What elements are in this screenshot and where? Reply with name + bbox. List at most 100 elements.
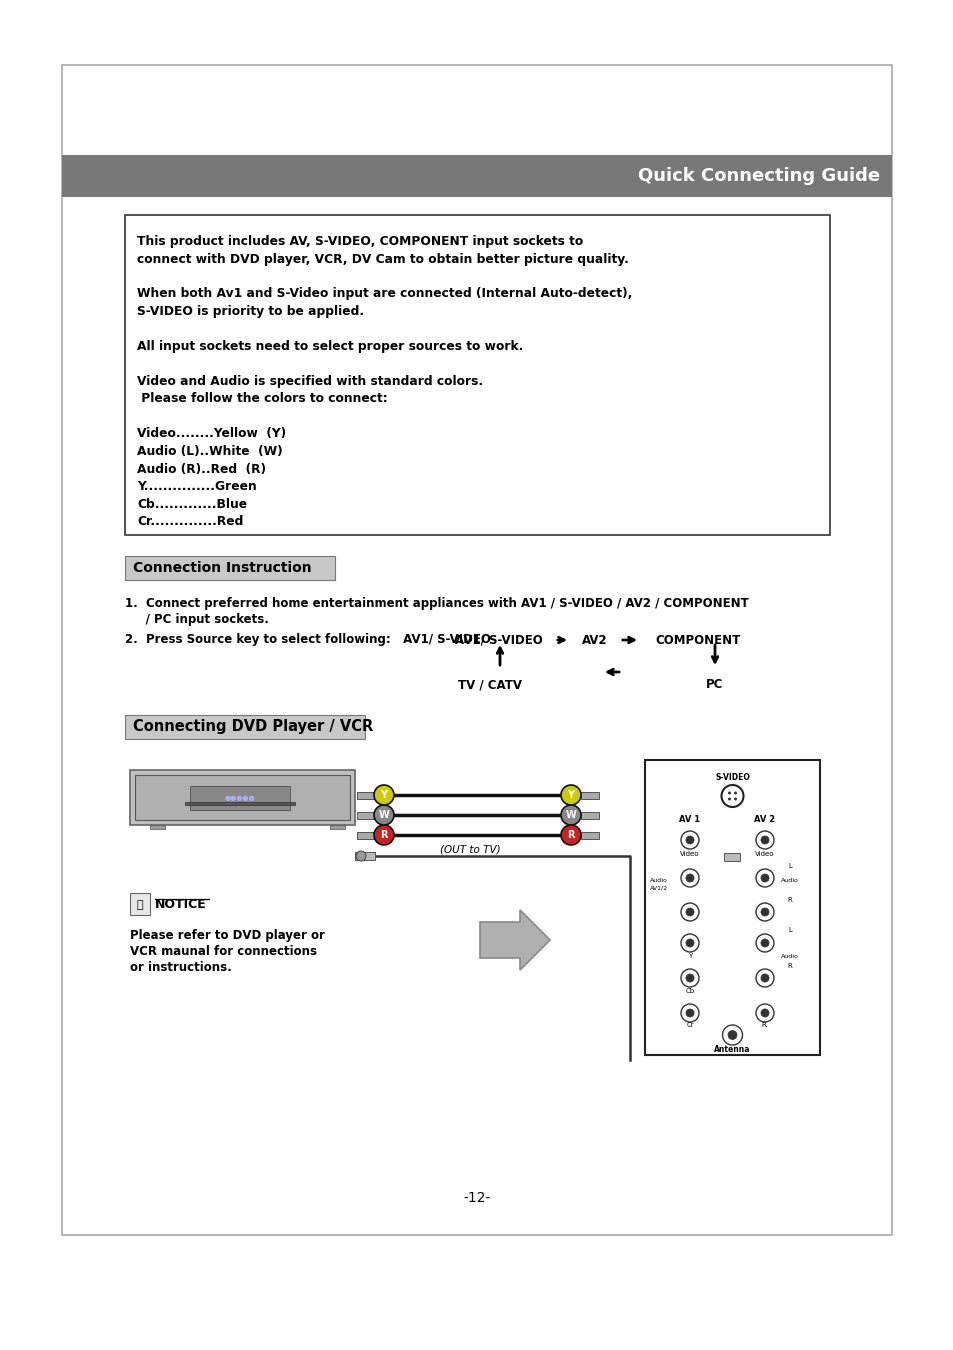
Text: 2.  Press Source key to select following:   AV1/ S-VIDEO: 2. Press Source key to select following:… bbox=[125, 633, 491, 647]
Bar bbox=[356, 791, 375, 798]
Text: Video and Audio is specified with standard colors.: Video and Audio is specified with standa… bbox=[137, 375, 482, 387]
Text: Audio: Audio bbox=[649, 878, 667, 883]
Text: Audio: Audio bbox=[781, 878, 798, 883]
Circle shape bbox=[685, 940, 694, 948]
Circle shape bbox=[374, 825, 394, 845]
Polygon shape bbox=[479, 910, 550, 971]
Circle shape bbox=[680, 934, 699, 952]
Text: L: L bbox=[787, 927, 791, 933]
Text: / PC input sockets.: / PC input sockets. bbox=[125, 613, 269, 626]
Text: connect with DVD player, VCR, DV Cam to obtain better picture quality.: connect with DVD player, VCR, DV Cam to … bbox=[137, 252, 628, 266]
Text: Please refer to DVD player or: Please refer to DVD player or bbox=[130, 929, 325, 942]
Circle shape bbox=[755, 869, 773, 887]
Text: Please follow the colors to connect:: Please follow the colors to connect: bbox=[137, 393, 387, 405]
Circle shape bbox=[685, 1008, 694, 1017]
Circle shape bbox=[685, 973, 694, 981]
Circle shape bbox=[355, 850, 366, 861]
Circle shape bbox=[727, 791, 730, 795]
Text: AV 2: AV 2 bbox=[754, 815, 775, 825]
Text: L: L bbox=[787, 863, 791, 869]
Circle shape bbox=[760, 973, 768, 981]
Text: This product includes AV, S-VIDEO, COMPONENT input sockets to: This product includes AV, S-VIDEO, COMPO… bbox=[137, 235, 582, 248]
Circle shape bbox=[760, 873, 768, 882]
Text: W: W bbox=[565, 810, 576, 819]
Circle shape bbox=[733, 798, 737, 801]
Circle shape bbox=[374, 805, 394, 825]
Circle shape bbox=[685, 836, 694, 844]
Text: Y: Y bbox=[687, 953, 691, 958]
Text: NOTICE: NOTICE bbox=[154, 899, 207, 911]
Text: Cb: Cb bbox=[684, 988, 694, 994]
Text: When both Av1 and S-Video input are connected (Internal Auto-detect),: When both Av1 and S-Video input are conn… bbox=[137, 288, 632, 301]
Text: Video: Video bbox=[755, 850, 774, 857]
Circle shape bbox=[760, 1008, 768, 1017]
Circle shape bbox=[755, 934, 773, 952]
Circle shape bbox=[680, 903, 699, 921]
Text: PC: PC bbox=[705, 678, 723, 691]
Text: Cb.............Blue: Cb.............Blue bbox=[137, 498, 247, 510]
Bar bbox=[190, 786, 290, 810]
Text: R.: R. bbox=[760, 1022, 767, 1027]
Text: (OUT to TV): (OUT to TV) bbox=[439, 845, 499, 855]
Text: R: R bbox=[787, 963, 792, 969]
Bar bbox=[150, 825, 165, 829]
Text: AV 1: AV 1 bbox=[679, 815, 700, 825]
Text: VCR maunal for connections: VCR maunal for connections bbox=[130, 945, 316, 958]
Bar bbox=[356, 832, 375, 838]
Text: Y: Y bbox=[567, 790, 574, 801]
Circle shape bbox=[680, 869, 699, 887]
Text: Video........Yellow  (Y): Video........Yellow (Y) bbox=[137, 428, 286, 440]
Bar bbox=[580, 811, 598, 818]
Circle shape bbox=[374, 784, 394, 805]
Text: Connecting DVD Player / VCR: Connecting DVD Player / VCR bbox=[132, 720, 373, 734]
Text: AV2: AV2 bbox=[581, 633, 607, 647]
Text: S-VIDEO: S-VIDEO bbox=[715, 774, 749, 783]
Text: -12-: -12- bbox=[463, 1191, 490, 1206]
Bar bbox=[644, 760, 820, 1054]
Text: or instructions.: or instructions. bbox=[130, 961, 232, 973]
Circle shape bbox=[727, 1030, 737, 1040]
Bar bbox=[330, 825, 345, 829]
Circle shape bbox=[680, 832, 699, 849]
Circle shape bbox=[680, 1004, 699, 1022]
Bar bbox=[355, 852, 375, 860]
Circle shape bbox=[760, 836, 768, 844]
Text: ●●●●●: ●●●●● bbox=[225, 795, 255, 801]
Bar bbox=[135, 775, 350, 819]
Bar bbox=[125, 556, 335, 580]
Circle shape bbox=[560, 825, 580, 845]
Circle shape bbox=[560, 784, 580, 805]
Bar bbox=[130, 892, 150, 915]
Text: Y: Y bbox=[380, 790, 387, 801]
Bar bbox=[185, 802, 294, 805]
Text: Antenna: Antenna bbox=[714, 1045, 750, 1053]
Bar bbox=[580, 832, 598, 838]
Circle shape bbox=[755, 969, 773, 987]
Text: Cr..............Red: Cr..............Red bbox=[137, 514, 243, 528]
Text: Video: Video bbox=[679, 850, 699, 857]
Text: All input sockets need to select proper sources to work.: All input sockets need to select proper … bbox=[137, 340, 523, 352]
Circle shape bbox=[755, 903, 773, 921]
Bar bbox=[62, 65, 891, 1235]
Circle shape bbox=[760, 940, 768, 948]
Circle shape bbox=[685, 873, 694, 882]
Circle shape bbox=[721, 1025, 741, 1045]
Text: R: R bbox=[787, 896, 792, 903]
Circle shape bbox=[560, 805, 580, 825]
Bar bbox=[125, 716, 365, 738]
Circle shape bbox=[733, 791, 737, 795]
Text: COMPONENT: COMPONENT bbox=[655, 633, 740, 647]
Bar bbox=[130, 769, 355, 825]
Bar bbox=[723, 853, 740, 861]
Text: 1.  Connect preferred home entertainment appliances with AV1 / S-VIDEO / AV2 / C: 1. Connect preferred home entertainment … bbox=[125, 597, 748, 610]
Bar bbox=[356, 811, 375, 818]
Text: R: R bbox=[380, 830, 387, 840]
Text: TV / CATV: TV / CATV bbox=[457, 678, 521, 691]
Text: Quick Connecting Guide: Quick Connecting Guide bbox=[638, 167, 879, 185]
Text: W: W bbox=[378, 810, 389, 819]
Circle shape bbox=[685, 909, 694, 917]
Circle shape bbox=[727, 798, 730, 801]
Text: 🔔: 🔔 bbox=[136, 900, 143, 910]
Bar bbox=[580, 791, 598, 798]
Text: AV1/2: AV1/2 bbox=[649, 886, 667, 891]
